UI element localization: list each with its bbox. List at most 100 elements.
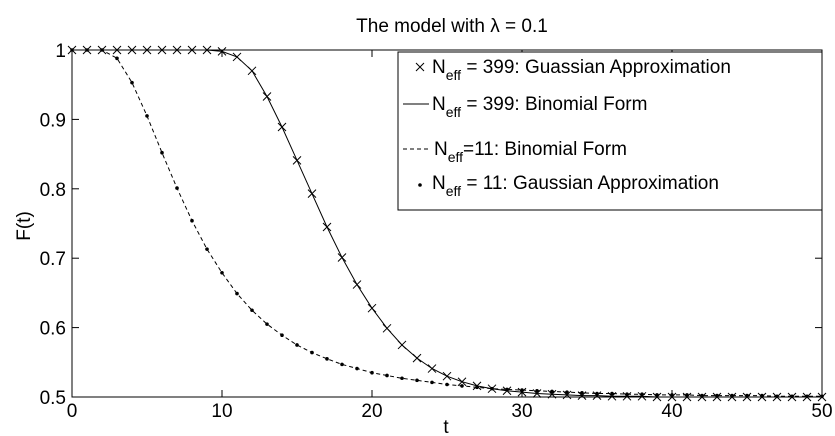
series-neff-399-gaussian-point — [67, 45, 77, 55]
series-neff-399-gaussian-point — [277, 122, 287, 132]
series-neff-11-gaussian-point — [205, 247, 209, 251]
series-neff-399-gaussian-point — [592, 391, 602, 400]
series-neff-399-gaussian-point — [802, 392, 812, 402]
series-neff-11-gaussian-point — [355, 366, 359, 371]
series-neff-399-gaussian-point — [727, 392, 737, 402]
series-neff-399-gaussian-point — [127, 45, 137, 55]
axes-box — [71, 49, 823, 398]
series-neff-399-gaussian-point — [622, 391, 632, 401]
series-neff-399-gaussian-point — [382, 323, 392, 333]
x-tick-label: 30 — [511, 401, 532, 422]
series-neff-399-gaussian-point — [472, 381, 482, 391]
series-neff-399-gaussian-point — [532, 389, 542, 398]
series-neff-399-gaussian-point — [667, 392, 677, 402]
series-neff-11-gaussian-point — [190, 218, 194, 223]
series-neff-399-gaussian-point — [397, 340, 407, 350]
series-neff-399-gaussian-point — [202, 45, 212, 55]
x-tick-label: 0 — [67, 401, 78, 422]
series-neff-399-gaussian-point — [172, 45, 182, 55]
series-neff-11-gaussian-point — [565, 390, 569, 394]
series-neff-11-gaussian-point — [265, 322, 269, 326]
series-neff-399-gaussian-point — [742, 392, 752, 402]
series-neff-11-gaussian-point — [145, 114, 149, 118]
series-neff-399-gaussian-point — [577, 391, 587, 400]
legend-marker-dot — [418, 183, 422, 187]
x-axis-label: t — [443, 417, 449, 436]
y-tick-label: 0.7 — [40, 249, 66, 270]
series-neff-399-gaussian-point — [547, 389, 557, 399]
y-tick-label: 0.5 — [40, 388, 66, 409]
legend-box — [397, 51, 823, 211]
series-neff-11-gaussian-point — [385, 373, 389, 378]
legend-entry-label: Neff = 11: Gaussian Approximation — [432, 173, 719, 199]
series-neff-399-gaussian-point — [712, 392, 722, 402]
series-neff-11-gaussian-point — [535, 388, 539, 393]
series-neff-11-gaussian-point — [370, 370, 374, 375]
series-neff-399-gaussian-point — [682, 392, 692, 402]
legend-entry-label: Neff=11: Binomial Form — [434, 139, 627, 165]
series-neff-399-gaussian-point — [187, 45, 197, 55]
series-neff-399-gaussian-point — [562, 390, 572, 400]
series-neff-11-gaussian-point — [445, 382, 449, 387]
series-neff-399-gaussian-point — [97, 45, 107, 55]
series-neff-399-gaussian-point — [142, 45, 152, 55]
series-neff-399-gaussian-point — [457, 377, 467, 387]
series-neff-399-gaussian-point — [337, 253, 347, 262]
series-neff-11-gaussian-point — [235, 291, 239, 296]
series-neff-399-gaussian-point — [517, 387, 527, 397]
series-neff-399-gaussian-point — [772, 392, 782, 402]
series-neff-11-gaussian-point — [580, 391, 584, 395]
series-neff-399-gaussian-point — [817, 392, 827, 402]
series-neff-399-gaussian-point — [652, 392, 662, 402]
series-neff-399-gaussian-point — [607, 391, 617, 401]
series-neff-11-gaussian-point — [340, 362, 344, 367]
y-tick-label: 0.9 — [40, 110, 66, 131]
plot-area: 0 10 20 30 40 50 0.5 0.6 0.7 0.8 0.9 1 — [40, 41, 833, 422]
series-neff-399-gaussian-point — [352, 280, 362, 289]
series-neff-11-gaussian-point — [310, 350, 314, 355]
legend-marker-x — [415, 62, 425, 72]
series-neff-11-gaussian-point — [610, 391, 614, 396]
series-neff-399-gaussian-point — [442, 371, 452, 381]
legend-entry-label: Neff = 399: Binomial Form — [432, 94, 647, 120]
series-neff-11-gaussian-point — [175, 186, 179, 190]
x-tick-label: 20 — [361, 401, 382, 422]
series-neff-399-gaussian-point — [247, 66, 257, 76]
series-neff-11-gaussian-point — [160, 150, 164, 155]
series-neff-11-gaussian-point — [460, 384, 464, 388]
x-tick-label: 40 — [661, 401, 682, 422]
chart-title: The model with λ = 0.1 — [356, 16, 548, 37]
series-neff-399-gaussian-point — [82, 45, 92, 55]
series-neff-11-gaussian-point — [550, 389, 554, 394]
series-neff-399-gaussian-point — [487, 384, 497, 394]
x-tick-label: 10 — [211, 401, 232, 422]
series-neff-399-gaussian-point — [412, 353, 422, 363]
series-neff-399-gaussian-point — [367, 303, 377, 313]
series-neff-11-gaussian-point — [115, 56, 119, 61]
series-neff-399-gaussian-point — [322, 222, 332, 232]
series-neff-11-gaussian-point — [250, 308, 254, 313]
series-neff-11-gaussian-point — [430, 380, 434, 385]
series-neff-399-gaussian-point — [427, 364, 437, 373]
y-tick-label: 1 — [55, 41, 66, 62]
series-neff-399-gaussian-point — [787, 392, 797, 402]
series-neff-11-gaussian-point — [295, 343, 299, 347]
legend: Neff = 399: Guassian Approximation Neff =… — [397, 51, 823, 211]
series-neff-399-gaussian-point — [502, 386, 512, 396]
series-neff-399-gaussian-point — [262, 92, 272, 101]
series-neff-399-gaussian-point — [232, 52, 242, 62]
y-axis-label: F(t) — [14, 211, 35, 241]
series-neff-11-gaussian-point — [130, 80, 134, 85]
series-neff-399-gaussian-point — [112, 45, 122, 55]
series-neff-11-gaussian-point — [415, 378, 419, 383]
series-neff-399-gaussian-point — [157, 45, 167, 55]
series-neff-11-gaussian-point — [280, 333, 284, 338]
series-neff-11-gaussian-point — [400, 376, 404, 381]
x-tick-label: 50 — [811, 401, 832, 422]
series-neff-399-gaussian-point — [757, 392, 767, 402]
series-neff-11-gaussian-point — [325, 357, 329, 361]
series-neff-399-gaussian-point — [292, 155, 302, 165]
series-neff-11-gaussian-point — [220, 270, 224, 275]
series-neff-399-gaussian-point — [307, 189, 317, 199]
